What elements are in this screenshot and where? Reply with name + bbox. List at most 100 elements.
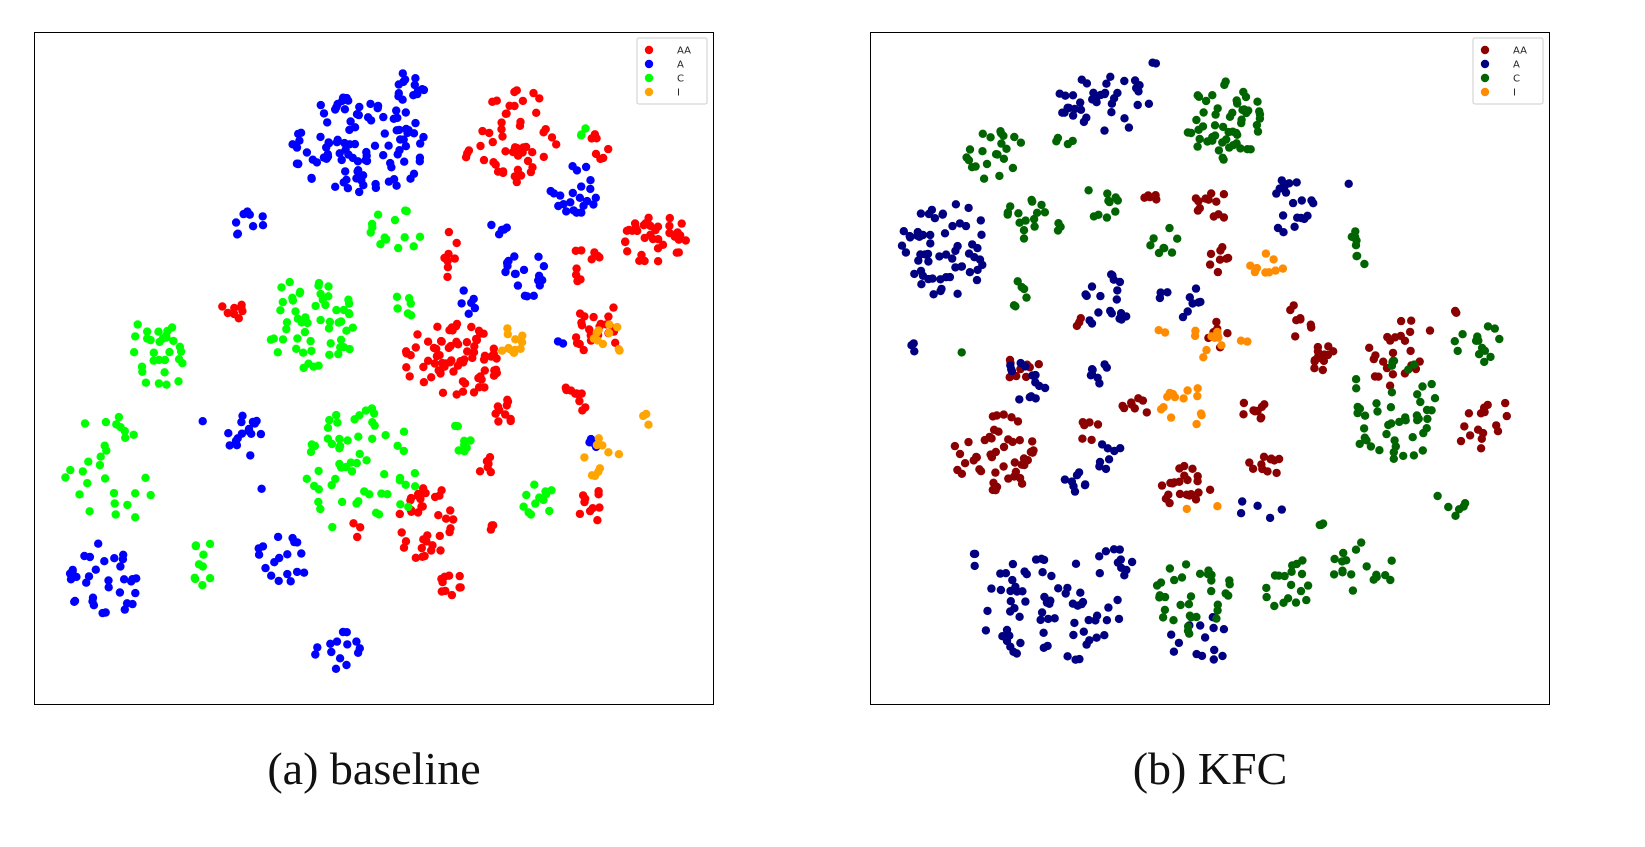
scatter-point-a — [85, 552, 95, 562]
scatter-point-aa — [444, 571, 454, 580]
scatter-point-a — [996, 585, 1006, 595]
scatter-point-a — [1081, 290, 1090, 299]
scatter-point-c — [1233, 130, 1242, 139]
legend-box — [1472, 37, 1544, 105]
scatter-point-c — [337, 497, 347, 507]
scatter-point-i — [1196, 409, 1206, 418]
scatter-point-c — [460, 440, 469, 450]
scatter-point-c — [1418, 382, 1427, 391]
scatter-point-c — [396, 500, 405, 509]
scatter-point-a — [1174, 638, 1184, 648]
scatter-point-a — [256, 429, 266, 439]
scatter-point-aa — [1201, 194, 1210, 203]
scatter-point-a — [225, 441, 234, 450]
scatter-point-aa — [535, 94, 544, 103]
scatter-point-aa — [672, 248, 681, 257]
scatter-point-a — [1277, 505, 1286, 514]
scatter-point-i — [614, 450, 624, 459]
scatter-point-a — [409, 169, 419, 178]
scatter-point-aa — [547, 133, 557, 142]
scatter-point-aa — [1166, 478, 1175, 488]
scatter-point-aa — [399, 543, 409, 552]
scatter-point-c — [110, 499, 119, 508]
scatter-point-a — [1076, 105, 1086, 115]
scatter-point-a — [1077, 75, 1086, 84]
caption-baseline: (a) baseline — [267, 743, 481, 794]
scatter-point-c — [1208, 91, 1217, 100]
scatter-point-a — [1006, 607, 1015, 616]
scatter-point-aa — [1502, 411, 1511, 421]
scatter-point-aa — [430, 359, 439, 368]
scatter-point-c — [1192, 115, 1201, 125]
scatter-point-aa — [529, 88, 538, 98]
scatter-point-aa — [427, 546, 436, 555]
scatter-point-c — [165, 347, 174, 357]
scatter-point-a — [248, 417, 258, 427]
scatter-point-i — [593, 336, 602, 345]
scatter-point-aa — [463, 347, 472, 356]
scatter-point-aa — [449, 367, 458, 376]
scatter-point-c — [131, 332, 140, 341]
scatter-point-c — [965, 145, 975, 154]
scatter-point-c — [302, 474, 311, 483]
scatter-point-c — [1212, 614, 1221, 623]
scatter-point-c — [1362, 562, 1371, 571]
scatter-point-aa — [571, 270, 581, 279]
scatter-point-c — [1291, 598, 1301, 607]
scatter-point-c — [1357, 538, 1366, 547]
scatter-point-c — [120, 426, 129, 436]
scatter-point-a — [976, 216, 985, 225]
scatter-point-a — [91, 565, 100, 574]
scatter-point-aa — [1075, 318, 1084, 327]
scatter-point-c — [1105, 197, 1114, 207]
legend-label-c: C — [677, 74, 684, 85]
scatter-point-c — [1458, 330, 1467, 339]
scatter-point-c — [343, 436, 352, 445]
scatter-point-aa — [455, 583, 464, 592]
scatter-point-a — [1265, 513, 1275, 523]
scatter-point-a — [969, 549, 979, 559]
scatter-point-c — [1111, 193, 1120, 202]
scatter-point-a — [961, 221, 971, 231]
scatter-point-aa — [539, 152, 548, 162]
scatter-point-c — [346, 458, 356, 467]
scatter-point-aa — [1213, 267, 1223, 277]
scatter-point-aa — [1371, 351, 1380, 360]
scatter-point-aa — [427, 373, 436, 382]
scatter-point-aa — [1194, 488, 1203, 497]
scatter-point-c — [1224, 591, 1233, 600]
scatter-point-a — [84, 572, 94, 581]
scatter-point-c — [1053, 226, 1063, 235]
scatter-point-aa — [1477, 434, 1486, 443]
scatter-point-aa — [1028, 437, 1037, 446]
scatter-point-a — [1185, 293, 1194, 302]
scatter-point-a — [921, 250, 930, 259]
scatter-point-a — [1101, 464, 1111, 474]
scatter-point-c — [1480, 357, 1489, 367]
scatter-point-c — [1243, 145, 1252, 154]
scatter-point-a — [348, 153, 357, 163]
scatter-point-a — [1104, 603, 1113, 612]
scatter-point-a — [327, 647, 336, 657]
scatter-point-aa — [991, 486, 1000, 495]
scatter-point-c — [342, 326, 351, 335]
scatter-point-aa — [469, 388, 479, 397]
scatter-point-a — [1094, 308, 1103, 317]
scatter-point-c — [1195, 569, 1205, 578]
scatter-point-c — [1199, 108, 1208, 117]
scatter-point-aa — [452, 337, 461, 346]
scatter-point-c — [276, 306, 285, 315]
scatter-point-a — [1091, 616, 1100, 625]
scatter-point-c — [531, 499, 540, 508]
scatter-point-c — [1348, 586, 1358, 595]
scatter-point-aa — [1183, 475, 1192, 485]
legend-label-aa: AA — [1513, 46, 1527, 57]
scatter-point-a — [586, 184, 595, 194]
scatter-point-c — [1218, 122, 1228, 132]
scatter-point-c — [355, 449, 364, 459]
scatter-point-aa — [356, 523, 365, 532]
scatter-point-aa — [1026, 447, 1036, 457]
scatter-point-c — [993, 150, 1002, 159]
scatter-point-c — [1495, 334, 1504, 344]
scatter-point-aa — [486, 467, 495, 477]
